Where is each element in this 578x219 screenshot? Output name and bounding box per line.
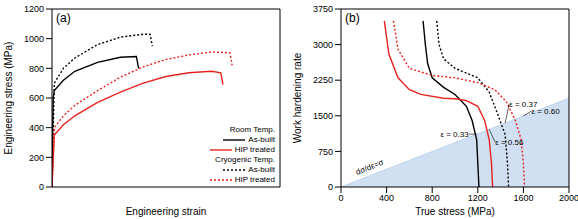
svg-text:0: 0: [338, 193, 343, 203]
svg-text:ε = 0.60: ε = 0.60: [531, 107, 560, 116]
svg-text:0: 0: [328, 182, 333, 192]
svg-text:1500: 1500: [313, 111, 333, 121]
html-text:(b): (b): [345, 11, 360, 25]
svg-text:0: 0: [39, 182, 44, 192]
svg-text:1600: 1600: [513, 193, 533, 203]
svg-text:3750: 3750: [313, 4, 333, 14]
svg-text:400: 400: [29, 123, 44, 133]
svg-text:1000: 1000: [24, 34, 44, 44]
svg-text:ε = 0.37: ε = 0.37: [509, 100, 538, 110]
svg-text:600: 600: [29, 93, 44, 103]
svg-text:3000: 3000: [313, 40, 333, 50]
svg-text:800: 800: [425, 193, 440, 203]
svg-text:Work hardening rate: Work hardening rate: [292, 52, 303, 143]
svg-text:Engineering stress (MPa): Engineering stress (MPa): [8, 42, 14, 155]
svg-text:Engineering strain: Engineering strain: [126, 206, 207, 217]
svg-text:800: 800: [29, 64, 44, 74]
html-text:HIP treated: HIP treated: [234, 175, 275, 184]
svg-text:2000: 2000: [559, 193, 570, 203]
svg-text:1200: 1200: [24, 4, 44, 14]
html-text:Cryogenic Temp.: Cryogenic Temp.: [215, 155, 275, 164]
svg-text:ε = 0.56: ε = 0.56: [495, 138, 524, 147]
html-text:HIP treated: HIP treated: [234, 145, 275, 154]
svg-text:1200: 1200: [468, 193, 488, 203]
html-text:Room Temp.: Room Temp.: [229, 125, 275, 134]
html-text:As-built: As-built: [248, 165, 275, 174]
svg-text:400: 400: [379, 193, 394, 203]
svg-text:True stress (MPa): True stress (MPa): [415, 206, 495, 217]
svg-text:2250: 2250: [313, 75, 333, 85]
svg-text:750: 750: [318, 147, 333, 157]
html-text:(a): (a): [56, 11, 71, 25]
svg-text:200: 200: [29, 153, 44, 163]
html-text:As-built: As-built: [248, 135, 275, 144]
svg-text:ε = 0.33: ε = 0.33: [440, 130, 469, 139]
svg-text:dσ/dε=σ: dσ/dε=σ: [354, 158, 385, 177]
